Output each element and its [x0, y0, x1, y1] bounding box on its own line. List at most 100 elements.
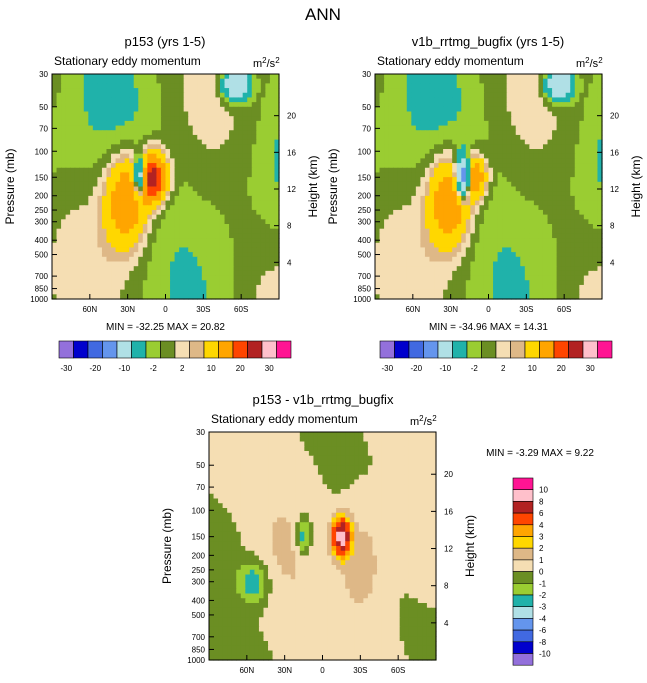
heatmap-cell: [197, 224, 203, 230]
heatmap-cell: [402, 238, 408, 244]
heatmap-cell: [402, 289, 408, 295]
heatmap-cell: [229, 139, 235, 145]
heatmap-cell: [247, 266, 253, 272]
heatmap-cell: [456, 200, 462, 206]
heatmap-cell: [88, 191, 94, 197]
heatmap-cell: [588, 261, 594, 267]
heatmap-cell: [247, 120, 253, 127]
heatmap-cell: [238, 153, 244, 159]
heatmap-cell: [192, 186, 198, 192]
heatmap-cell: [197, 163, 203, 169]
heatmap-cell: [479, 177, 485, 183]
heatmap-cell: [242, 88, 248, 94]
heatmap-cell: [434, 116, 440, 122]
heatmap-cell: [565, 195, 571, 202]
heatmap-cell: [124, 284, 130, 291]
heatmap-cell: [502, 116, 508, 122]
heatmap-cell: [497, 181, 503, 188]
heatmap-cell: [156, 158, 162, 164]
heatmap-cell: [79, 102, 85, 108]
heatmap-cell: [215, 275, 221, 281]
heatmap-cell: [520, 102, 526, 108]
heatmap-cell: [233, 233, 239, 239]
heatmap-cell: [420, 106, 426, 113]
heatmap-cell: [479, 289, 485, 295]
heatmap-cell: [420, 167, 426, 174]
heatmap-cell: [506, 83, 512, 89]
heatmap-cell: [224, 205, 230, 211]
heatmap-cell: [206, 125, 212, 131]
heatmap-cell: [506, 120, 512, 127]
heatmap-cell: [411, 153, 417, 159]
heatmap-cell: [88, 270, 94, 277]
heatmap-cell: [420, 219, 426, 225]
heatmap-cell: [138, 167, 144, 174]
heatmap-cell: [529, 205, 535, 211]
heatmap-cell: [124, 195, 130, 202]
heatmap-cell: [415, 116, 421, 122]
heatmap-cell: [479, 74, 485, 80]
heatmap-cell: [574, 266, 580, 272]
heatmap-cell: [206, 167, 212, 174]
heatmap-cell: [183, 219, 189, 225]
heatmap-cell: [465, 252, 471, 258]
heatmap-cell: [524, 92, 530, 99]
heatmap-cell: [424, 186, 431, 192]
heatmap-cell: [483, 88, 490, 94]
heatmap-cell: [547, 228, 553, 234]
heatmap-cell: [397, 78, 403, 84]
heatmap-cell: [70, 153, 76, 159]
heatmap-cell: [56, 163, 62, 169]
heatmap-cell: [179, 270, 185, 277]
heatmap-cell: [556, 163, 562, 169]
heatmap-cell: [579, 219, 585, 225]
heatmap-cell: [415, 238, 421, 244]
heatmap-cell: [497, 106, 503, 113]
heatmap-cell: [447, 167, 453, 174]
heatmap-cell: [65, 186, 71, 192]
heatmap-cell: [570, 181, 576, 188]
heatmap-cell: [165, 88, 171, 94]
heatmap-cell: [420, 163, 426, 169]
heatmap-cell: [242, 219, 248, 225]
heatmap-cell: [188, 116, 194, 122]
heatmap-cell: [179, 130, 185, 136]
heatmap-cell: [61, 247, 67, 253]
heatmap-cell: [488, 294, 494, 300]
heatmap-cell: [106, 163, 112, 169]
heatmap-cell: [375, 294, 381, 300]
heatmap-cell: [133, 275, 139, 281]
heatmap-cell: [375, 163, 381, 169]
heatmap-cell: [170, 97, 176, 103]
heatmap-cell: [456, 219, 462, 225]
heatmap-cell: [388, 238, 394, 244]
heatmap-cell: [588, 92, 594, 99]
heatmap-cell: [206, 266, 212, 272]
heatmap-cell: [574, 149, 580, 155]
heatmap-cell: [402, 116, 408, 122]
heatmap-cell: [269, 214, 276, 220]
heatmap-cell: [52, 195, 58, 202]
heatmap-cell: [249, 436, 255, 443]
heatmap-cell: [160, 209, 167, 216]
heatmap-cell: [183, 233, 189, 239]
heatmap-cell: [88, 261, 94, 267]
heatmap-cell: [160, 177, 167, 183]
heatmap-cell: [120, 130, 126, 136]
heatmap-cell: [447, 266, 453, 272]
heatmap-cell: [434, 111, 440, 117]
heatmap-cell: [588, 270, 594, 277]
heatmap-cell: [570, 256, 576, 263]
heatmap-cell: [165, 134, 171, 141]
y-tick-label: 1000: [353, 295, 371, 304]
heatmap-cell: [515, 83, 521, 89]
heatmap-cell: [238, 284, 244, 291]
heatmap-cell: [502, 280, 508, 286]
heatmap-cell: [379, 275, 385, 281]
heatmap-cell: [215, 78, 221, 84]
heatmap-cell: [506, 280, 512, 286]
heatmap-cell: [461, 158, 467, 164]
heatmap-cell: [238, 158, 244, 164]
heatmap-cell: [393, 116, 399, 122]
heatmap-cell: [111, 209, 117, 216]
